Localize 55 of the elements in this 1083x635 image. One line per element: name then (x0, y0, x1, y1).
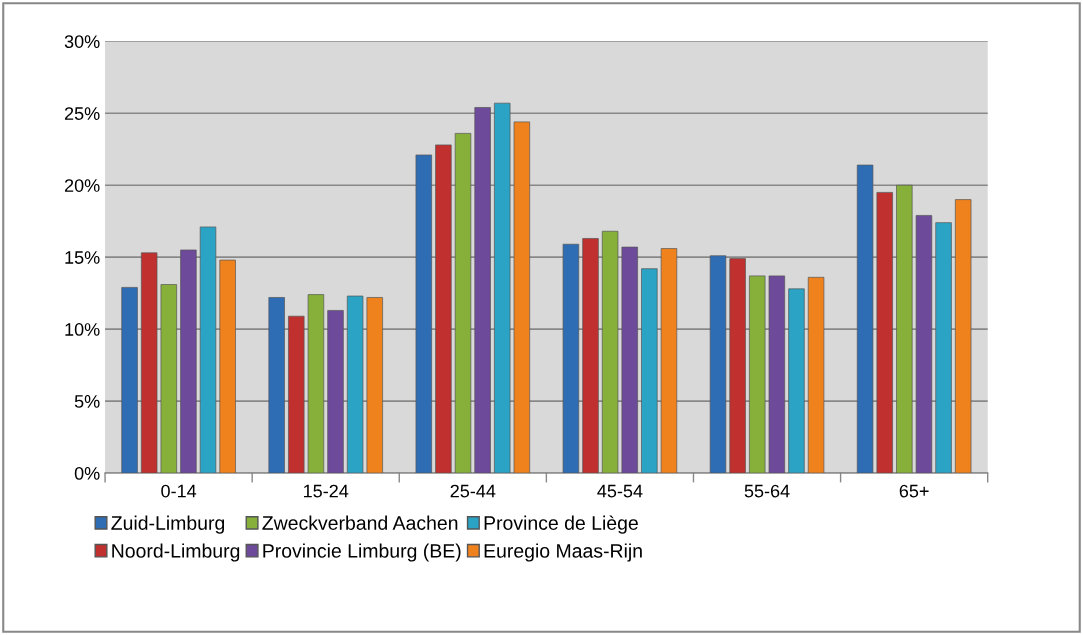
y-tick-label: 5% (74, 395, 100, 408)
bar (288, 315, 305, 474)
bar (415, 154, 432, 474)
legend-label: Province de Liège (484, 515, 638, 534)
bar (140, 252, 158, 474)
bar (435, 144, 452, 474)
bar (199, 226, 217, 474)
bar (896, 184, 913, 474)
bar (729, 258, 746, 474)
bar (562, 243, 580, 474)
bar (160, 284, 177, 474)
bar (513, 121, 531, 474)
y-tick-label: 0% (74, 467, 100, 480)
bar (327, 310, 344, 474)
bar (601, 230, 619, 474)
y-tick-label: 10% (65, 323, 100, 336)
bar (915, 215, 933, 474)
x-tick-label: 0-14 (161, 484, 197, 498)
legend-label: Zweckverband Aachen (262, 515, 458, 530)
bar (807, 276, 825, 474)
x-tick-label: 25-44 (450, 484, 496, 498)
bar (709, 255, 727, 474)
bar (474, 107, 491, 474)
bar (621, 246, 638, 474)
x-tick-label: 65+ (899, 484, 929, 498)
bar (582, 238, 599, 474)
legend-label: Zuid-Limburg (111, 515, 225, 534)
bar (768, 275, 786, 474)
bar (219, 259, 236, 474)
bar (876, 192, 893, 474)
y-tick-label: 15% (65, 251, 100, 264)
bar (954, 199, 972, 474)
bar (268, 297, 285, 474)
bar (788, 288, 805, 474)
bar (935, 222, 952, 474)
bar (307, 294, 325, 474)
x-tick-label: 55-64 (744, 484, 790, 498)
bar (366, 297, 383, 474)
bar (121, 287, 138, 474)
bar (749, 275, 766, 474)
bar (660, 248, 678, 474)
bar (180, 249, 197, 474)
x-tick-label: 15-24 (304, 484, 349, 498)
legend-label: Euregio Maas-Rijn (484, 543, 642, 562)
bar (641, 268, 658, 474)
legend-label: Noord-Limburg (112, 543, 240, 562)
y-tick-label: 20% (64, 179, 100, 192)
y-tick-label: 30% (64, 35, 100, 48)
bar (346, 295, 364, 474)
bar (494, 102, 511, 474)
x-tick-label: 45-54 (597, 484, 643, 498)
bar (454, 133, 472, 474)
bar (856, 164, 874, 474)
y-tick-label: 25% (64, 107, 100, 120)
legend-label: Provincie Limburg (BE) (263, 543, 461, 562)
